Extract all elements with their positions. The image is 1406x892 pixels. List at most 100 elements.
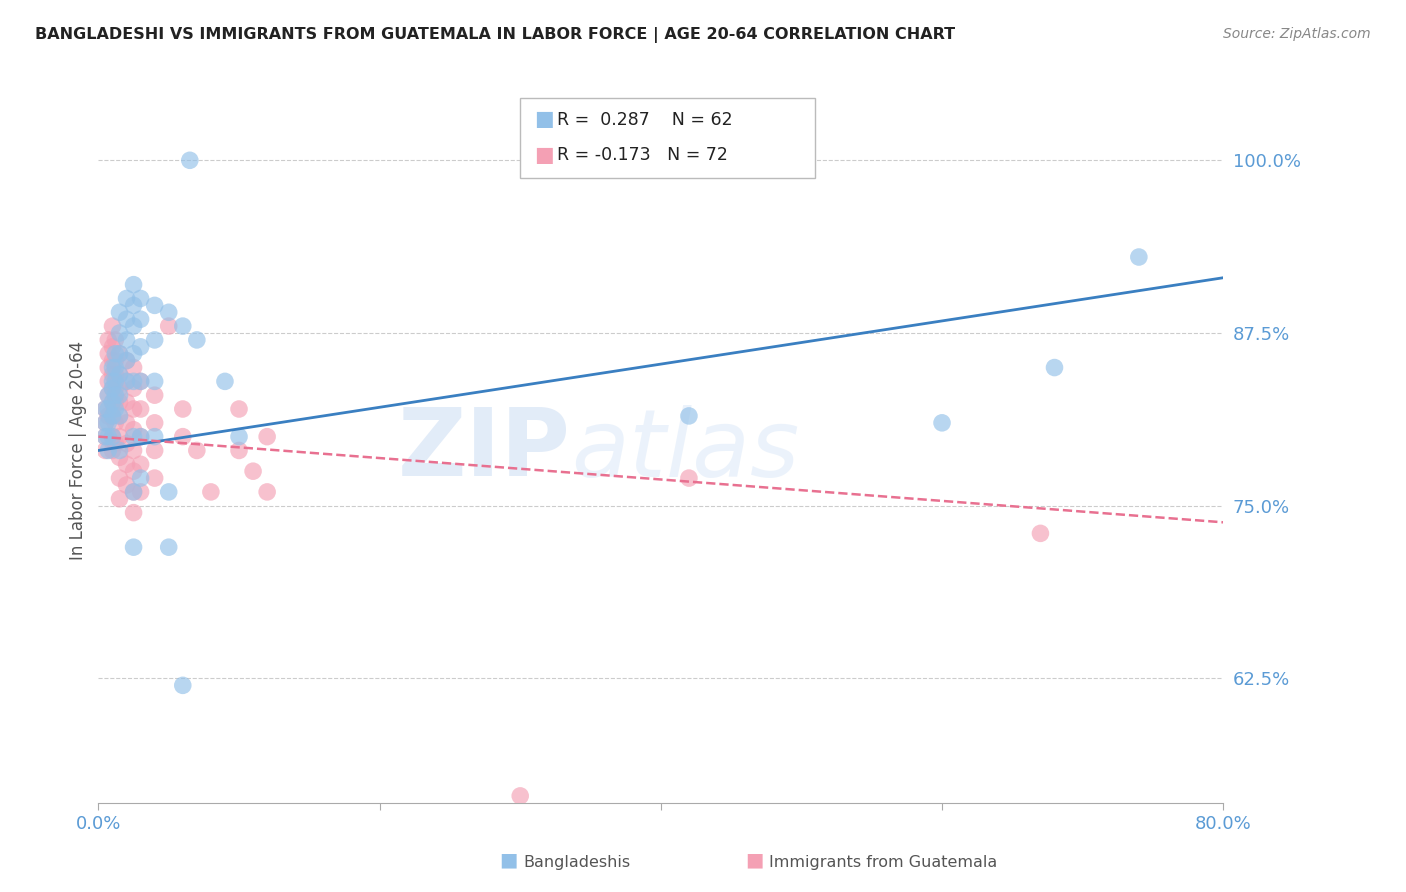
Point [172, 402, 194, 417]
Point [115, 292, 138, 306]
Point [172, 678, 194, 692]
Point [115, 353, 138, 368]
Point [931, 416, 953, 430]
Point [104, 353, 127, 368]
Point [122, 484, 145, 499]
Point [101, 430, 124, 444]
Point [104, 368, 127, 382]
Point [94, 430, 117, 444]
Point [115, 375, 138, 389]
Point [143, 388, 166, 402]
Text: ■: ■ [534, 145, 554, 164]
Point [97, 443, 120, 458]
Point [108, 430, 131, 444]
Point [228, 430, 250, 444]
Point [1043, 360, 1066, 375]
Point [101, 381, 124, 395]
Point [129, 292, 152, 306]
Point [256, 484, 278, 499]
Point [129, 457, 152, 471]
Point [94, 416, 117, 430]
Point [509, 789, 531, 803]
Point [104, 347, 127, 361]
Point [129, 430, 152, 444]
Point [157, 540, 180, 554]
Point [1029, 526, 1052, 541]
Text: R =  0.287    N = 62: R = 0.287 N = 62 [557, 111, 733, 128]
Point [97, 409, 120, 423]
Point [129, 375, 152, 389]
Point [108, 326, 131, 340]
Point [143, 471, 166, 485]
Point [101, 360, 124, 375]
Point [97, 430, 120, 444]
Point [122, 484, 145, 499]
Point [122, 402, 145, 417]
Point [101, 443, 124, 458]
Point [678, 471, 700, 485]
Point [122, 277, 145, 292]
Text: atlas: atlas [571, 405, 799, 496]
Point [104, 381, 127, 395]
Point [200, 484, 222, 499]
Point [172, 430, 194, 444]
Point [101, 368, 124, 382]
Point [104, 395, 127, 409]
Point [94, 443, 117, 458]
Point [108, 388, 131, 402]
Point [108, 450, 131, 465]
Point [108, 347, 131, 361]
Point [115, 457, 138, 471]
Text: Source: ZipAtlas.com: Source: ZipAtlas.com [1223, 27, 1371, 41]
Point [122, 381, 145, 395]
Text: R = -0.173   N = 72: R = -0.173 N = 72 [557, 146, 728, 164]
Point [143, 333, 166, 347]
Point [172, 319, 194, 334]
Text: Bangladeshis: Bangladeshis [523, 855, 630, 870]
Point [97, 388, 120, 402]
Point [94, 402, 117, 417]
Point [101, 395, 124, 409]
Point [101, 430, 124, 444]
Point [108, 409, 131, 423]
Point [122, 464, 145, 478]
Point [101, 409, 124, 423]
Point [157, 484, 180, 499]
Point [256, 430, 278, 444]
Point [115, 436, 138, 450]
Point [104, 360, 127, 375]
Point [101, 340, 124, 354]
Point [143, 416, 166, 430]
Text: ■: ■ [499, 851, 517, 870]
Text: ■: ■ [534, 109, 554, 128]
Point [143, 430, 166, 444]
Point [108, 381, 131, 395]
Point [101, 353, 124, 368]
Point [97, 402, 120, 417]
Point [97, 347, 120, 361]
Point [108, 491, 131, 506]
Point [129, 402, 152, 417]
Point [115, 333, 138, 347]
Point [115, 312, 138, 326]
Point [94, 430, 117, 444]
Point [157, 305, 180, 319]
Point [129, 375, 152, 389]
Point [108, 368, 131, 382]
Point [186, 443, 208, 458]
Point [115, 353, 138, 368]
Point [122, 540, 145, 554]
Point [122, 443, 145, 458]
Point [122, 319, 145, 334]
Point [179, 153, 201, 168]
Point [97, 333, 120, 347]
Point [214, 375, 236, 389]
Point [104, 402, 127, 417]
Point [122, 375, 145, 389]
Point [108, 395, 131, 409]
Point [1128, 250, 1150, 264]
Point [94, 416, 117, 430]
Point [104, 436, 127, 450]
Point [115, 416, 138, 430]
Point [97, 388, 120, 402]
